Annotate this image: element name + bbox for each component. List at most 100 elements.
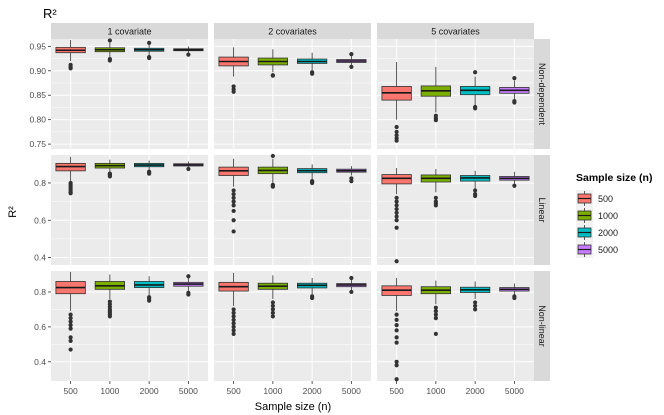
y-tick-label: 0.4 bbox=[34, 253, 46, 263]
outlier-point bbox=[310, 180, 315, 186]
outlier-point bbox=[231, 192, 236, 197]
column-strip bbox=[51, 23, 208, 39]
y-tick-label: 0.6 bbox=[34, 322, 46, 332]
outlier-point bbox=[394, 363, 399, 368]
box bbox=[460, 170, 491, 199]
legend-title: Sample size (n) bbox=[576, 172, 652, 184]
box bbox=[381, 61, 412, 143]
box bbox=[499, 283, 530, 301]
box bbox=[257, 153, 288, 189]
box bbox=[257, 275, 288, 319]
box bbox=[381, 277, 412, 382]
outlier-point bbox=[270, 310, 275, 316]
outlier-point bbox=[231, 84, 236, 89]
box bbox=[134, 276, 165, 303]
legend-entry-label: 1000 bbox=[598, 211, 618, 221]
outlier-point bbox=[512, 100, 517, 105]
box bbox=[460, 70, 491, 111]
outlier-point bbox=[147, 171, 152, 176]
facet-panel bbox=[377, 39, 534, 149]
outlier-point bbox=[394, 225, 399, 230]
outlier-point bbox=[512, 183, 517, 188]
outlier-point bbox=[433, 316, 438, 321]
outlier-point bbox=[231, 218, 236, 223]
row-strip-label: Linear bbox=[537, 197, 547, 222]
legend-entry: 500 bbox=[576, 190, 613, 207]
outlier-point bbox=[394, 323, 399, 328]
outlier-point bbox=[270, 303, 275, 309]
y-tick-label: 0.80 bbox=[29, 115, 46, 125]
box bbox=[297, 52, 328, 76]
outlier-point bbox=[473, 307, 478, 312]
box bbox=[499, 171, 530, 188]
outlier-point bbox=[433, 195, 438, 200]
legend-entry-label: 2000 bbox=[598, 228, 618, 238]
outlier-point bbox=[231, 208, 236, 214]
legend-entry: 5000 bbox=[576, 241, 618, 258]
outlier-point bbox=[394, 218, 399, 223]
x-tick-label: 5000 bbox=[179, 386, 198, 396]
column-strip bbox=[214, 23, 371, 39]
legend: Sample size (n) 500 1000 2000 5000 bbox=[576, 172, 652, 258]
box bbox=[499, 76, 530, 105]
box bbox=[218, 158, 249, 234]
outlier-point bbox=[270, 314, 275, 319]
box bbox=[173, 274, 204, 297]
box bbox=[55, 271, 86, 352]
outlier-point bbox=[270, 153, 275, 159]
outlier-point bbox=[68, 191, 73, 196]
outlier-point bbox=[231, 203, 236, 208]
outlier-point bbox=[68, 326, 73, 331]
x-tick-label: 1000 bbox=[263, 386, 282, 396]
outlier-point bbox=[394, 259, 399, 264]
row-strip bbox=[534, 39, 550, 149]
y-tick-label: 0.6 bbox=[34, 215, 46, 225]
outlier-point bbox=[394, 210, 399, 215]
outlier-point bbox=[512, 76, 517, 81]
box-body bbox=[381, 174, 412, 185]
x-tick-label: 5000 bbox=[505, 386, 524, 396]
x-tick-label: 1000 bbox=[100, 386, 119, 396]
column-strip-label: 5 covariates bbox=[431, 27, 480, 37]
box bbox=[218, 47, 249, 94]
box bbox=[297, 164, 328, 186]
panel-background bbox=[51, 39, 208, 149]
outlier-point bbox=[270, 307, 275, 312]
outlier-point bbox=[186, 292, 191, 297]
panel-background bbox=[51, 155, 208, 265]
row-strip bbox=[534, 155, 550, 265]
outlier-point bbox=[231, 307, 236, 312]
outlier-point bbox=[68, 347, 73, 352]
box bbox=[134, 40, 165, 61]
box bbox=[381, 168, 412, 264]
outlier-point bbox=[310, 71, 315, 76]
outlier-point bbox=[270, 300, 275, 305]
box bbox=[297, 277, 328, 301]
outlier-point bbox=[394, 129, 399, 134]
outlier-point bbox=[473, 188, 478, 193]
outlier-point bbox=[231, 229, 236, 234]
box bbox=[55, 156, 86, 196]
outlier-point bbox=[349, 275, 354, 281]
outlier-point bbox=[473, 106, 478, 111]
legend-entry: 1000 bbox=[576, 207, 618, 224]
outlier-point bbox=[186, 166, 191, 172]
box bbox=[257, 49, 288, 78]
outlier-point bbox=[349, 64, 354, 69]
row-strip bbox=[534, 271, 550, 381]
box bbox=[55, 39, 86, 71]
outlier-point bbox=[394, 377, 399, 382]
outlier-point bbox=[349, 52, 354, 57]
outlier-point bbox=[107, 314, 112, 319]
outlier-point bbox=[147, 55, 152, 61]
facet-panel bbox=[51, 271, 208, 381]
outlier-point bbox=[231, 317, 236, 322]
facet-panel bbox=[214, 271, 371, 381]
outlier-point bbox=[68, 316, 73, 321]
column-strip bbox=[377, 23, 534, 39]
x-tick-label: 500 bbox=[390, 386, 404, 396]
outlier-point bbox=[186, 274, 191, 279]
outlier-point bbox=[231, 321, 236, 326]
outlier-point bbox=[473, 300, 478, 305]
